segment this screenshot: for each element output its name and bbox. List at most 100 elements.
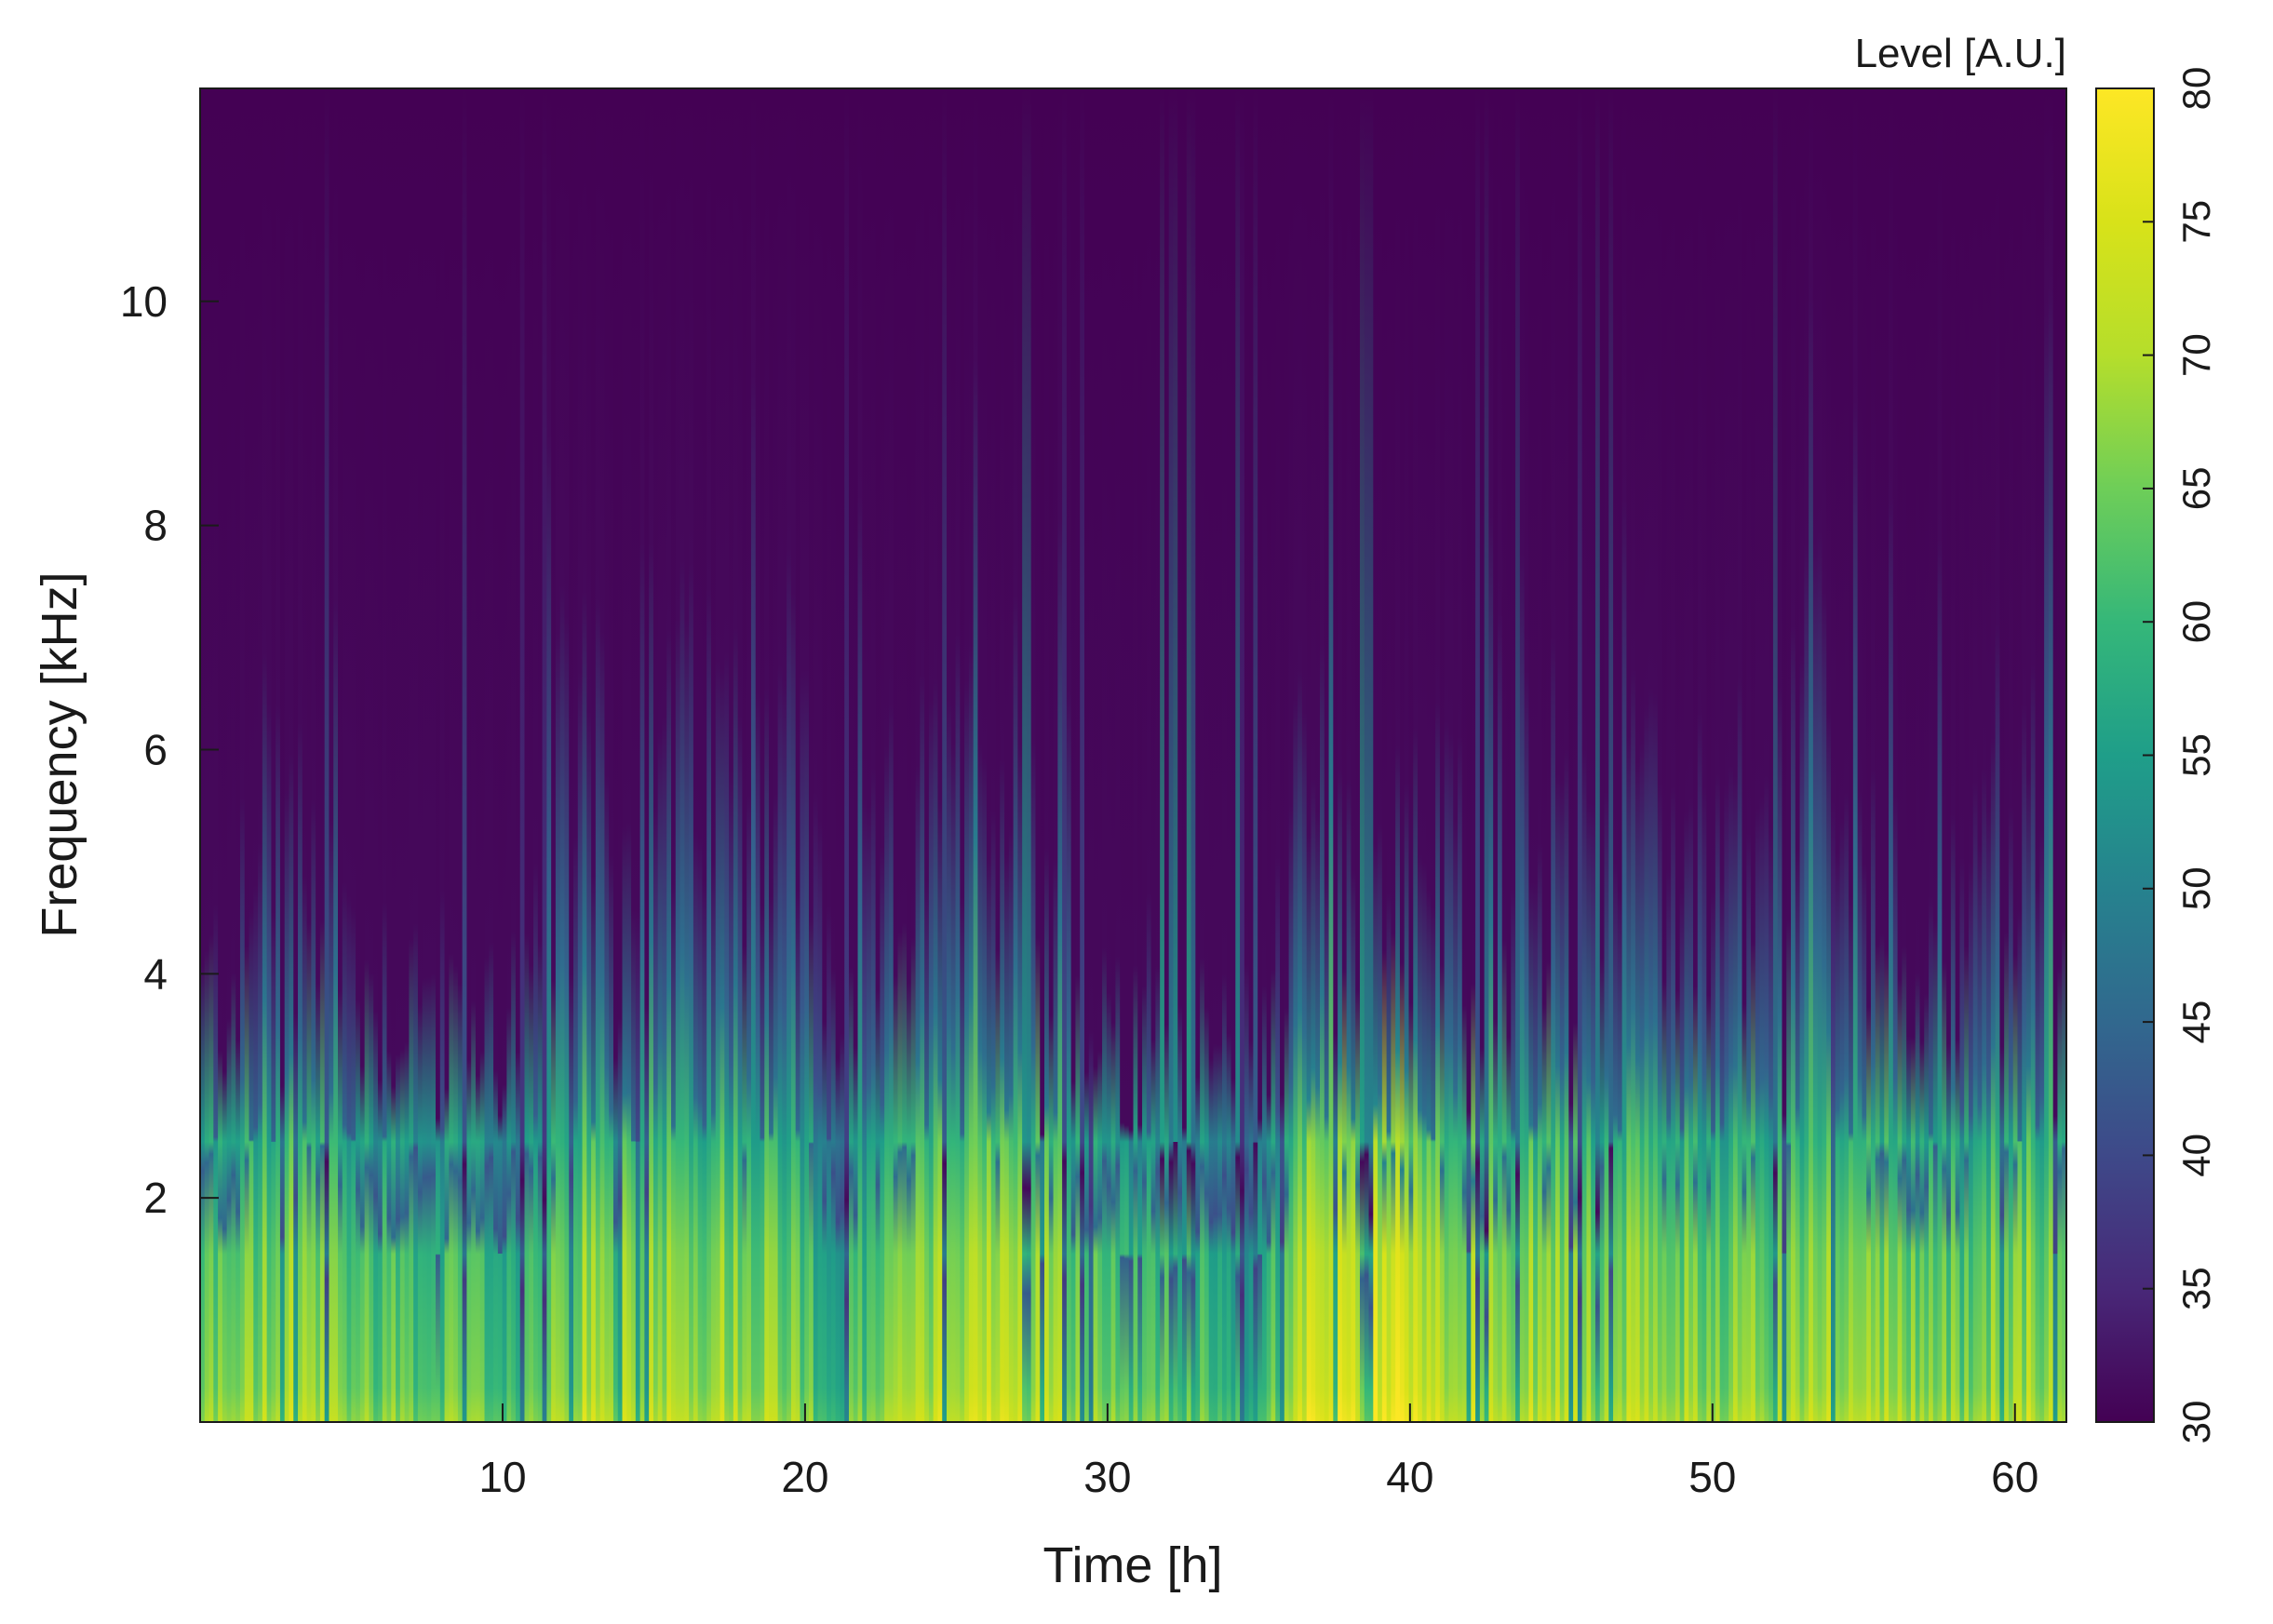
heatmap-column bbox=[1070, 88, 1077, 1422]
heatmap-column bbox=[773, 88, 779, 1422]
heatmap-column bbox=[1639, 88, 1646, 1422]
heatmap-column bbox=[1399, 88, 1405, 1422]
heatmap-column bbox=[1968, 88, 1974, 1422]
heatmap-column bbox=[1634, 88, 1641, 1422]
heatmap-column bbox=[582, 88, 587, 1422]
heatmap-column bbox=[1902, 88, 1907, 1422]
heatmap-column bbox=[706, 88, 712, 1422]
heatmap-column bbox=[1737, 88, 1743, 1422]
plot-frame bbox=[199, 87, 2067, 1423]
heatmap-column bbox=[1057, 88, 1063, 1422]
heatmap-column bbox=[1711, 88, 1716, 1422]
heatmap-column bbox=[1524, 88, 1529, 1422]
heatmap-column bbox=[422, 88, 428, 1422]
heatmap-column bbox=[1674, 88, 1681, 1422]
heatmap-column bbox=[213, 88, 219, 1422]
heatmap-column bbox=[1017, 88, 1023, 1422]
heatmap-column bbox=[1324, 88, 1330, 1422]
heatmap-column bbox=[937, 88, 943, 1422]
heatmap-column bbox=[399, 88, 406, 1422]
heatmap-column bbox=[271, 88, 276, 1422]
heatmap-column bbox=[391, 88, 397, 1422]
heatmap-column bbox=[1688, 88, 1694, 1422]
heatmap-column bbox=[835, 88, 841, 1422]
heatmap-column bbox=[746, 88, 752, 1422]
heatmap-column bbox=[1378, 88, 1383, 1422]
heatmap-column bbox=[1746, 88, 1752, 1422]
heatmap-column bbox=[1275, 88, 1281, 1422]
y-tick-label: 4 bbox=[143, 949, 168, 998]
heatmap-column bbox=[1653, 88, 1659, 1422]
colorbar-tick-label: 35 bbox=[2174, 1267, 2218, 1310]
heatmap-column bbox=[449, 88, 454, 1422]
heatmap-column bbox=[631, 88, 637, 1422]
heatmap-column bbox=[1742, 88, 1747, 1422]
heatmap-column bbox=[1026, 88, 1032, 1422]
heatmap-column bbox=[1088, 88, 1095, 1422]
heatmap-column bbox=[1626, 88, 1632, 1422]
heatmap-column bbox=[1804, 88, 1809, 1422]
heatmap-column bbox=[787, 88, 792, 1422]
heatmap-column bbox=[880, 88, 885, 1422]
heatmap-column bbox=[1977, 88, 1983, 1422]
heatmap-column bbox=[830, 88, 837, 1422]
heatmap-column bbox=[1320, 88, 1325, 1422]
heatmap-column bbox=[1133, 88, 1138, 1422]
heatmap-column bbox=[1919, 88, 1925, 1422]
heatmap-column bbox=[724, 88, 730, 1422]
heatmap-column bbox=[1511, 88, 1516, 1422]
heatmap-column bbox=[693, 88, 699, 1422]
heatmap-column bbox=[657, 88, 664, 1422]
heatmap-column bbox=[1413, 88, 1419, 1422]
heatmap-column bbox=[1591, 88, 1596, 1422]
x-tick-label: 20 bbox=[781, 1453, 828, 1501]
heatmap-column bbox=[333, 88, 339, 1422]
heatmap-column bbox=[1381, 88, 1388, 1422]
heatmap-column bbox=[1155, 88, 1161, 1422]
heatmap-column bbox=[1351, 88, 1356, 1422]
heatmap-column bbox=[1177, 88, 1183, 1422]
heatmap-column bbox=[689, 88, 694, 1422]
heatmap-column bbox=[479, 88, 486, 1422]
heatmap-column bbox=[928, 88, 935, 1422]
heatmap-column bbox=[1160, 88, 1165, 1422]
heatmap-column bbox=[652, 88, 659, 1422]
heatmap-column bbox=[1715, 88, 1721, 1422]
heatmap-column bbox=[1812, 88, 1819, 1422]
heatmap-column bbox=[862, 88, 868, 1422]
heatmap-column bbox=[1999, 88, 2005, 1422]
heatmap-column bbox=[867, 88, 872, 1422]
heatmap-column bbox=[1506, 88, 1512, 1422]
heatmap-column bbox=[1844, 88, 1849, 1422]
heatmap-column bbox=[1759, 88, 1765, 1422]
heatmap-column bbox=[573, 88, 579, 1422]
heatmap-column bbox=[742, 88, 747, 1422]
heatmap-column bbox=[1942, 88, 1947, 1422]
colorbar-tick-label: 50 bbox=[2174, 866, 2218, 910]
heatmap-column bbox=[2008, 88, 2014, 1422]
heatmap-column bbox=[2026, 88, 2032, 1422]
heatmap-column bbox=[204, 88, 210, 1422]
heatmap-column bbox=[1599, 88, 1606, 1422]
heatmap-column bbox=[710, 88, 717, 1422]
heatmap-column bbox=[1661, 88, 1667, 1422]
heatmap-column bbox=[1083, 88, 1090, 1422]
heatmap-column bbox=[1613, 88, 1619, 1422]
heatmap-column bbox=[1551, 88, 1556, 1422]
heatmap-column bbox=[1679, 88, 1686, 1422]
heatmap-column bbox=[1755, 88, 1761, 1422]
heatmap-column bbox=[1386, 88, 1392, 1422]
heatmap-column bbox=[436, 88, 441, 1422]
heatmap-column bbox=[1915, 88, 1921, 1422]
heatmap-column bbox=[1168, 88, 1175, 1422]
heatmap-column bbox=[364, 88, 370, 1422]
heatmap-column bbox=[1231, 88, 1236, 1422]
heatmap-column bbox=[1564, 88, 1569, 1422]
heatmap-column bbox=[1799, 88, 1805, 1422]
heatmap-column bbox=[1110, 88, 1116, 1422]
heatmap-column bbox=[599, 88, 606, 1422]
heatmap-column bbox=[982, 88, 988, 1422]
heatmap-column bbox=[804, 88, 810, 1422]
heatmap-column bbox=[857, 88, 863, 1422]
